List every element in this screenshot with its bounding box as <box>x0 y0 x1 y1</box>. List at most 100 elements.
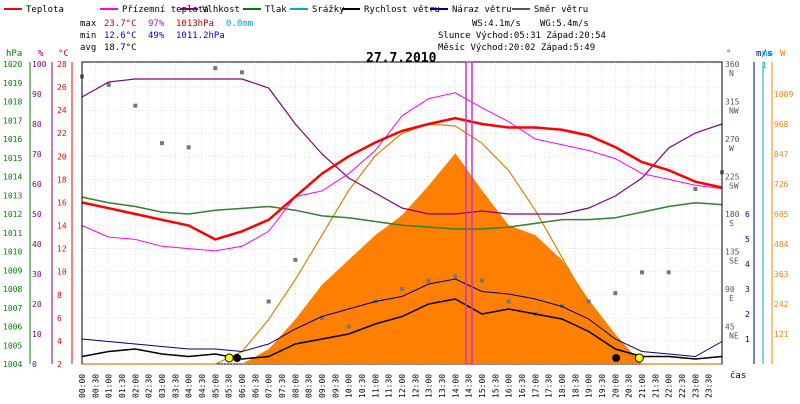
degc-tick-label: 26 <box>57 83 67 92</box>
wind-direction-point <box>480 278 484 283</box>
pct-tick-label: 70 <box>32 150 42 159</box>
x-tick-label: 06:00 <box>238 374 247 398</box>
x-tick-label: 19:30 <box>598 374 607 398</box>
pct-tick-label: 50 <box>32 210 42 219</box>
x-tick-label: 06:30 <box>251 374 260 398</box>
x-tick-label: 16:00 <box>505 374 514 398</box>
pct-tick-label: 90 <box>32 90 42 99</box>
x-tick-label: 21:00 <box>638 374 647 398</box>
wind-gust-line <box>81 278 723 358</box>
x-tick-label: 21:30 <box>651 374 660 398</box>
degc-tick-label: 4 <box>57 337 62 346</box>
x-tick-label: 11:00 <box>371 374 380 398</box>
pct-tick-label: 40 <box>32 240 42 249</box>
dir-tick-value: 360 <box>725 60 740 69</box>
x-tick-label: 00:00 <box>78 374 87 398</box>
degc-tick-label: 6 <box>57 314 62 323</box>
wind-direction-point <box>213 66 218 71</box>
degc-tick-label: 16 <box>57 198 67 207</box>
sunset-marker <box>634 353 644 363</box>
wind-direction-point <box>160 141 164 146</box>
stat-max-temp: 23.7°C <box>104 19 137 29</box>
x-tick-label: 15:30 <box>491 374 500 398</box>
stat-max-label: max <box>80 19 97 29</box>
dir-tick-value: 270 <box>725 135 740 144</box>
degc-axis-unit: °C <box>58 49 69 59</box>
degc-tick-label: 10 <box>57 268 67 277</box>
ms-tick-label: 5 <box>745 235 750 244</box>
stat-max-rain: 0.0mm <box>226 19 253 29</box>
wind-direction-point <box>506 299 511 304</box>
dir-tick-name: NW <box>729 107 739 116</box>
x-tick-label: 23:00 <box>691 374 700 398</box>
dir-tick-value: 225 <box>725 173 740 182</box>
hpa-tick-label: 1016 <box>3 135 22 144</box>
stat-min-temp: 12.6°C <box>104 31 137 41</box>
wind-direction-point <box>693 187 698 191</box>
degc-tick-label: 22 <box>57 129 67 138</box>
x-tick-label: 02:30 <box>145 374 154 398</box>
wind-direction-point <box>453 274 458 279</box>
moonset-marker <box>233 354 242 362</box>
stat-max-hum: 97% <box>148 19 165 29</box>
x-tick-label: 14:30 <box>465 374 474 398</box>
degc-tick-label: 14 <box>57 222 67 231</box>
hpa-tick-label: 1010 <box>3 248 22 257</box>
x-tick-label: 14:00 <box>451 374 460 398</box>
w-tick-label: 484 <box>774 240 789 249</box>
wind-direction-point <box>613 291 618 296</box>
stat-min-press: 1011.2hPa <box>176 31 225 41</box>
x-tick-label: 15:00 <box>478 374 487 398</box>
x-tick-label: 11:30 <box>385 374 394 398</box>
wind-direction-point <box>133 103 138 108</box>
x-tick-label: 13:30 <box>438 374 447 398</box>
x-tick-label: 20:00 <box>611 374 620 398</box>
x-tick-label: 02:00 <box>131 374 140 398</box>
x-tick-label: 08:00 <box>291 374 300 398</box>
wind-direction-point <box>426 278 431 283</box>
x-tick-label: 07:00 <box>265 374 274 398</box>
wind-direction-point <box>400 287 404 291</box>
dir-tick-name: W <box>729 144 734 153</box>
degc-tick-label: 20 <box>57 152 67 161</box>
stat-avg-temp: 18.7°C <box>104 43 137 53</box>
stat-avg-label: avg <box>80 43 96 53</box>
x-tick-label: 19:00 <box>585 374 594 398</box>
wind-direction-point <box>586 299 591 304</box>
w-tick-label: 726 <box>774 180 789 189</box>
hpa-tick-label: 1013 <box>3 191 22 200</box>
x-tick-label: 22:00 <box>665 374 674 398</box>
hpa-tick-label: 1007 <box>3 304 22 313</box>
x-tick-label: 04:00 <box>185 374 194 398</box>
x-tick-label: 01:00 <box>105 374 114 398</box>
time-marker <box>465 61 473 365</box>
w-tick-label: 121 <box>774 330 789 339</box>
degc-tick-label: 24 <box>57 106 67 115</box>
x-tick-label: 23:30 <box>705 374 714 398</box>
dew-point-line <box>81 92 723 252</box>
x-tick-label: 05:30 <box>225 374 234 398</box>
legend-label-gust: Náraz větru <box>452 5 512 15</box>
pct-tick-label: 30 <box>32 270 42 279</box>
x-tick-label: 05:00 <box>211 374 220 398</box>
hpa-tick-label: 1019 <box>3 79 22 88</box>
x-tick-label: 04:30 <box>198 374 207 398</box>
mm-axis-unit: mm <box>762 49 773 59</box>
degc-tick-label: 12 <box>57 245 67 254</box>
ms-tick-label: 4 <box>745 260 750 269</box>
hpa-tick-label: 1018 <box>3 98 22 107</box>
x-tick-label: 17:00 <box>531 374 540 398</box>
wind-direction-point <box>666 270 671 275</box>
mm-tick-label: 1 <box>762 61 767 70</box>
x-axis-unit: čas <box>730 370 746 381</box>
pct-tick-label: 60 <box>32 180 42 189</box>
x-tick-label: 13:00 <box>425 374 434 398</box>
x-tick-label: 00:30 <box>91 374 100 398</box>
wind-speed-info: WS:4.1m/s <box>472 19 521 29</box>
x-tick-label: 18:00 <box>558 374 567 398</box>
x-tick-label: 08:30 <box>305 374 314 398</box>
degc-tick-label: 2 <box>57 360 62 369</box>
dir-tick-value: 90 <box>725 285 735 294</box>
